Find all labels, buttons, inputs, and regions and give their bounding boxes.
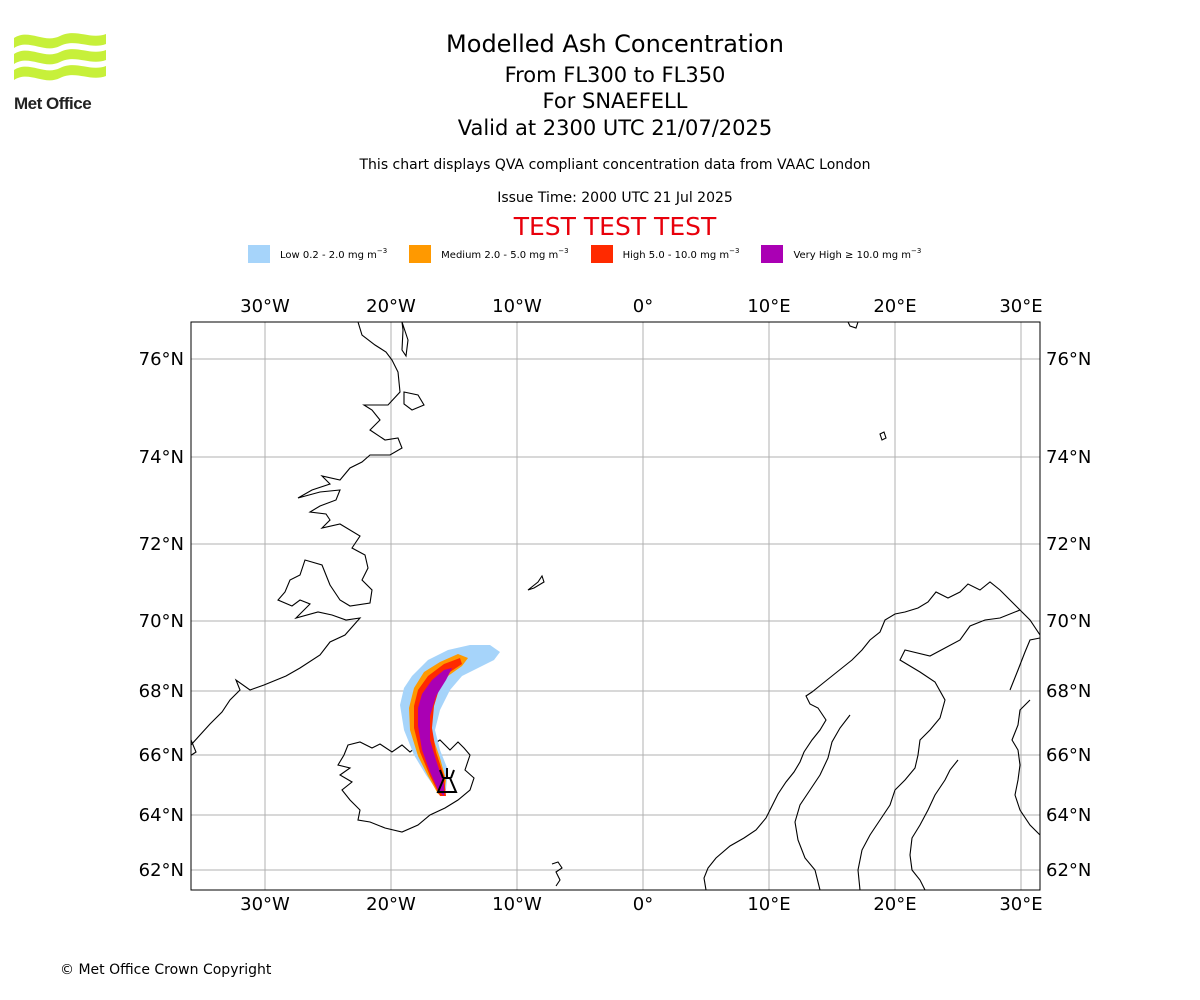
lon-tick-top: 0° xyxy=(633,296,653,317)
lon-tick-bottom: 10°W xyxy=(492,894,542,915)
lat-tick-right: 74°N xyxy=(1046,447,1091,468)
lat-tick-right: 64°N xyxy=(1046,805,1091,826)
lon-tick-top: 20°E xyxy=(873,296,916,317)
legend-label: Medium 2.0 - 5.0 mg m−3 xyxy=(441,247,569,261)
norway-south-border xyxy=(794,714,851,890)
lon-tick-top: 30°E xyxy=(999,296,1042,317)
finland-border xyxy=(1009,637,1040,691)
legend-label: Very High ≥ 10.0 mg m−3 xyxy=(793,247,922,261)
lat-tick-left: 62°N xyxy=(139,860,184,881)
lon-tick-bottom: 30°E xyxy=(999,894,1042,915)
bear-island-coastline xyxy=(879,431,887,441)
sweden-norway-border xyxy=(857,609,1021,890)
valid-time: Valid at 2300 UTC 21/07/2025 xyxy=(457,116,773,140)
lon-tick-bottom: 30°W xyxy=(240,894,290,915)
lon-tick-top: 10°E xyxy=(747,296,790,317)
iceland-coastline xyxy=(337,739,475,833)
greenland-island-north xyxy=(401,322,409,358)
greenland-coastline xyxy=(191,322,403,746)
ash-very-high-region xyxy=(418,668,452,796)
map-frame xyxy=(190,321,1041,891)
legend-item-high: High 5.0 - 10.0 mg m−3 xyxy=(590,245,740,263)
lat-tick-left: 68°N xyxy=(139,681,184,702)
chart-title: Modelled Ash Concentration xyxy=(446,30,784,58)
info-text: This chart displays QVA compliant concen… xyxy=(359,157,871,173)
graticule xyxy=(191,322,1040,890)
legend-item-low: Low 0.2 - 2.0 mg m−3 xyxy=(248,245,387,263)
lon-tick-top: 10°W xyxy=(492,296,542,317)
test-banner: TEST TEST TEST xyxy=(513,212,717,241)
lat-tick-right: 66°N xyxy=(1046,745,1091,766)
lat-tick-left: 72°N xyxy=(139,534,184,555)
lat-tick-left: 74°N xyxy=(139,447,184,468)
lat-tick-left: 76°N xyxy=(139,349,184,370)
legend-item-very-high: Very High ≥ 10.0 mg m−3 xyxy=(761,245,921,263)
lat-tick-right: 68°N xyxy=(1046,681,1091,702)
legend: Low 0.2 - 2.0 mg m−3 Medium 2.0 - 5.0 mg… xyxy=(248,244,943,264)
ash-plume xyxy=(400,645,500,796)
copyright-notice: © Met Office Crown Copyright xyxy=(60,962,272,978)
greenland-island-small xyxy=(403,391,425,411)
legend-swatch xyxy=(248,245,270,263)
svalbard-coastline xyxy=(847,322,859,329)
flight-level-range: From FL300 to FL350 xyxy=(504,63,726,87)
greenland-fjord-lower xyxy=(191,739,197,756)
gulf-of-bothnia-coastline xyxy=(1011,699,1040,836)
lon-tick-bottom: 0° xyxy=(633,894,653,915)
lon-tick-bottom: 20°E xyxy=(873,894,916,915)
lat-tick-right: 72°N xyxy=(1046,534,1091,555)
volcano-name: For SNAEFELL xyxy=(542,89,688,113)
lat-tick-right: 70°N xyxy=(1046,611,1091,632)
logo-wordmark: Met Office xyxy=(14,94,92,113)
jan-mayen-coastline xyxy=(527,574,545,591)
lon-tick-bottom: 10°E xyxy=(747,894,790,915)
legend-swatch xyxy=(409,245,432,263)
lon-tick-bottom: 20°W xyxy=(366,894,416,915)
legend-label: Low 0.2 - 2.0 mg m−3 xyxy=(280,247,388,261)
issue-time: Issue Time: 2000 UTC 21 Jul 2025 xyxy=(497,190,733,206)
faroe-islands-coastline xyxy=(551,861,563,887)
sweden-inner-coastline xyxy=(909,759,959,890)
lat-tick-left: 66°N xyxy=(139,745,184,766)
legend-swatch xyxy=(590,245,613,263)
volcano-symbol xyxy=(436,768,458,793)
lat-tick-left: 64°N xyxy=(139,805,184,826)
met-office-wave-icon xyxy=(14,33,106,81)
legend-item-medium: Medium 2.0 - 5.0 mg m−3 xyxy=(409,245,569,263)
lat-tick-right: 62°N xyxy=(1046,860,1091,881)
lon-tick-top: 20°W xyxy=(366,296,416,317)
lat-tick-right: 76°N xyxy=(1046,349,1091,370)
norway-coastline xyxy=(703,581,1040,890)
legend-label: High 5.0 - 10.0 mg m−3 xyxy=(622,247,740,261)
met-office-logo: Met Office xyxy=(14,30,110,114)
lon-tick-top: 30°W xyxy=(240,296,290,317)
axis-labels: 30°W 20°W 10°W 0° 10°E 20°E 30°E 30°W 20… xyxy=(139,296,1092,915)
lat-tick-left: 70°N xyxy=(139,611,184,632)
legend-swatch xyxy=(761,245,784,263)
